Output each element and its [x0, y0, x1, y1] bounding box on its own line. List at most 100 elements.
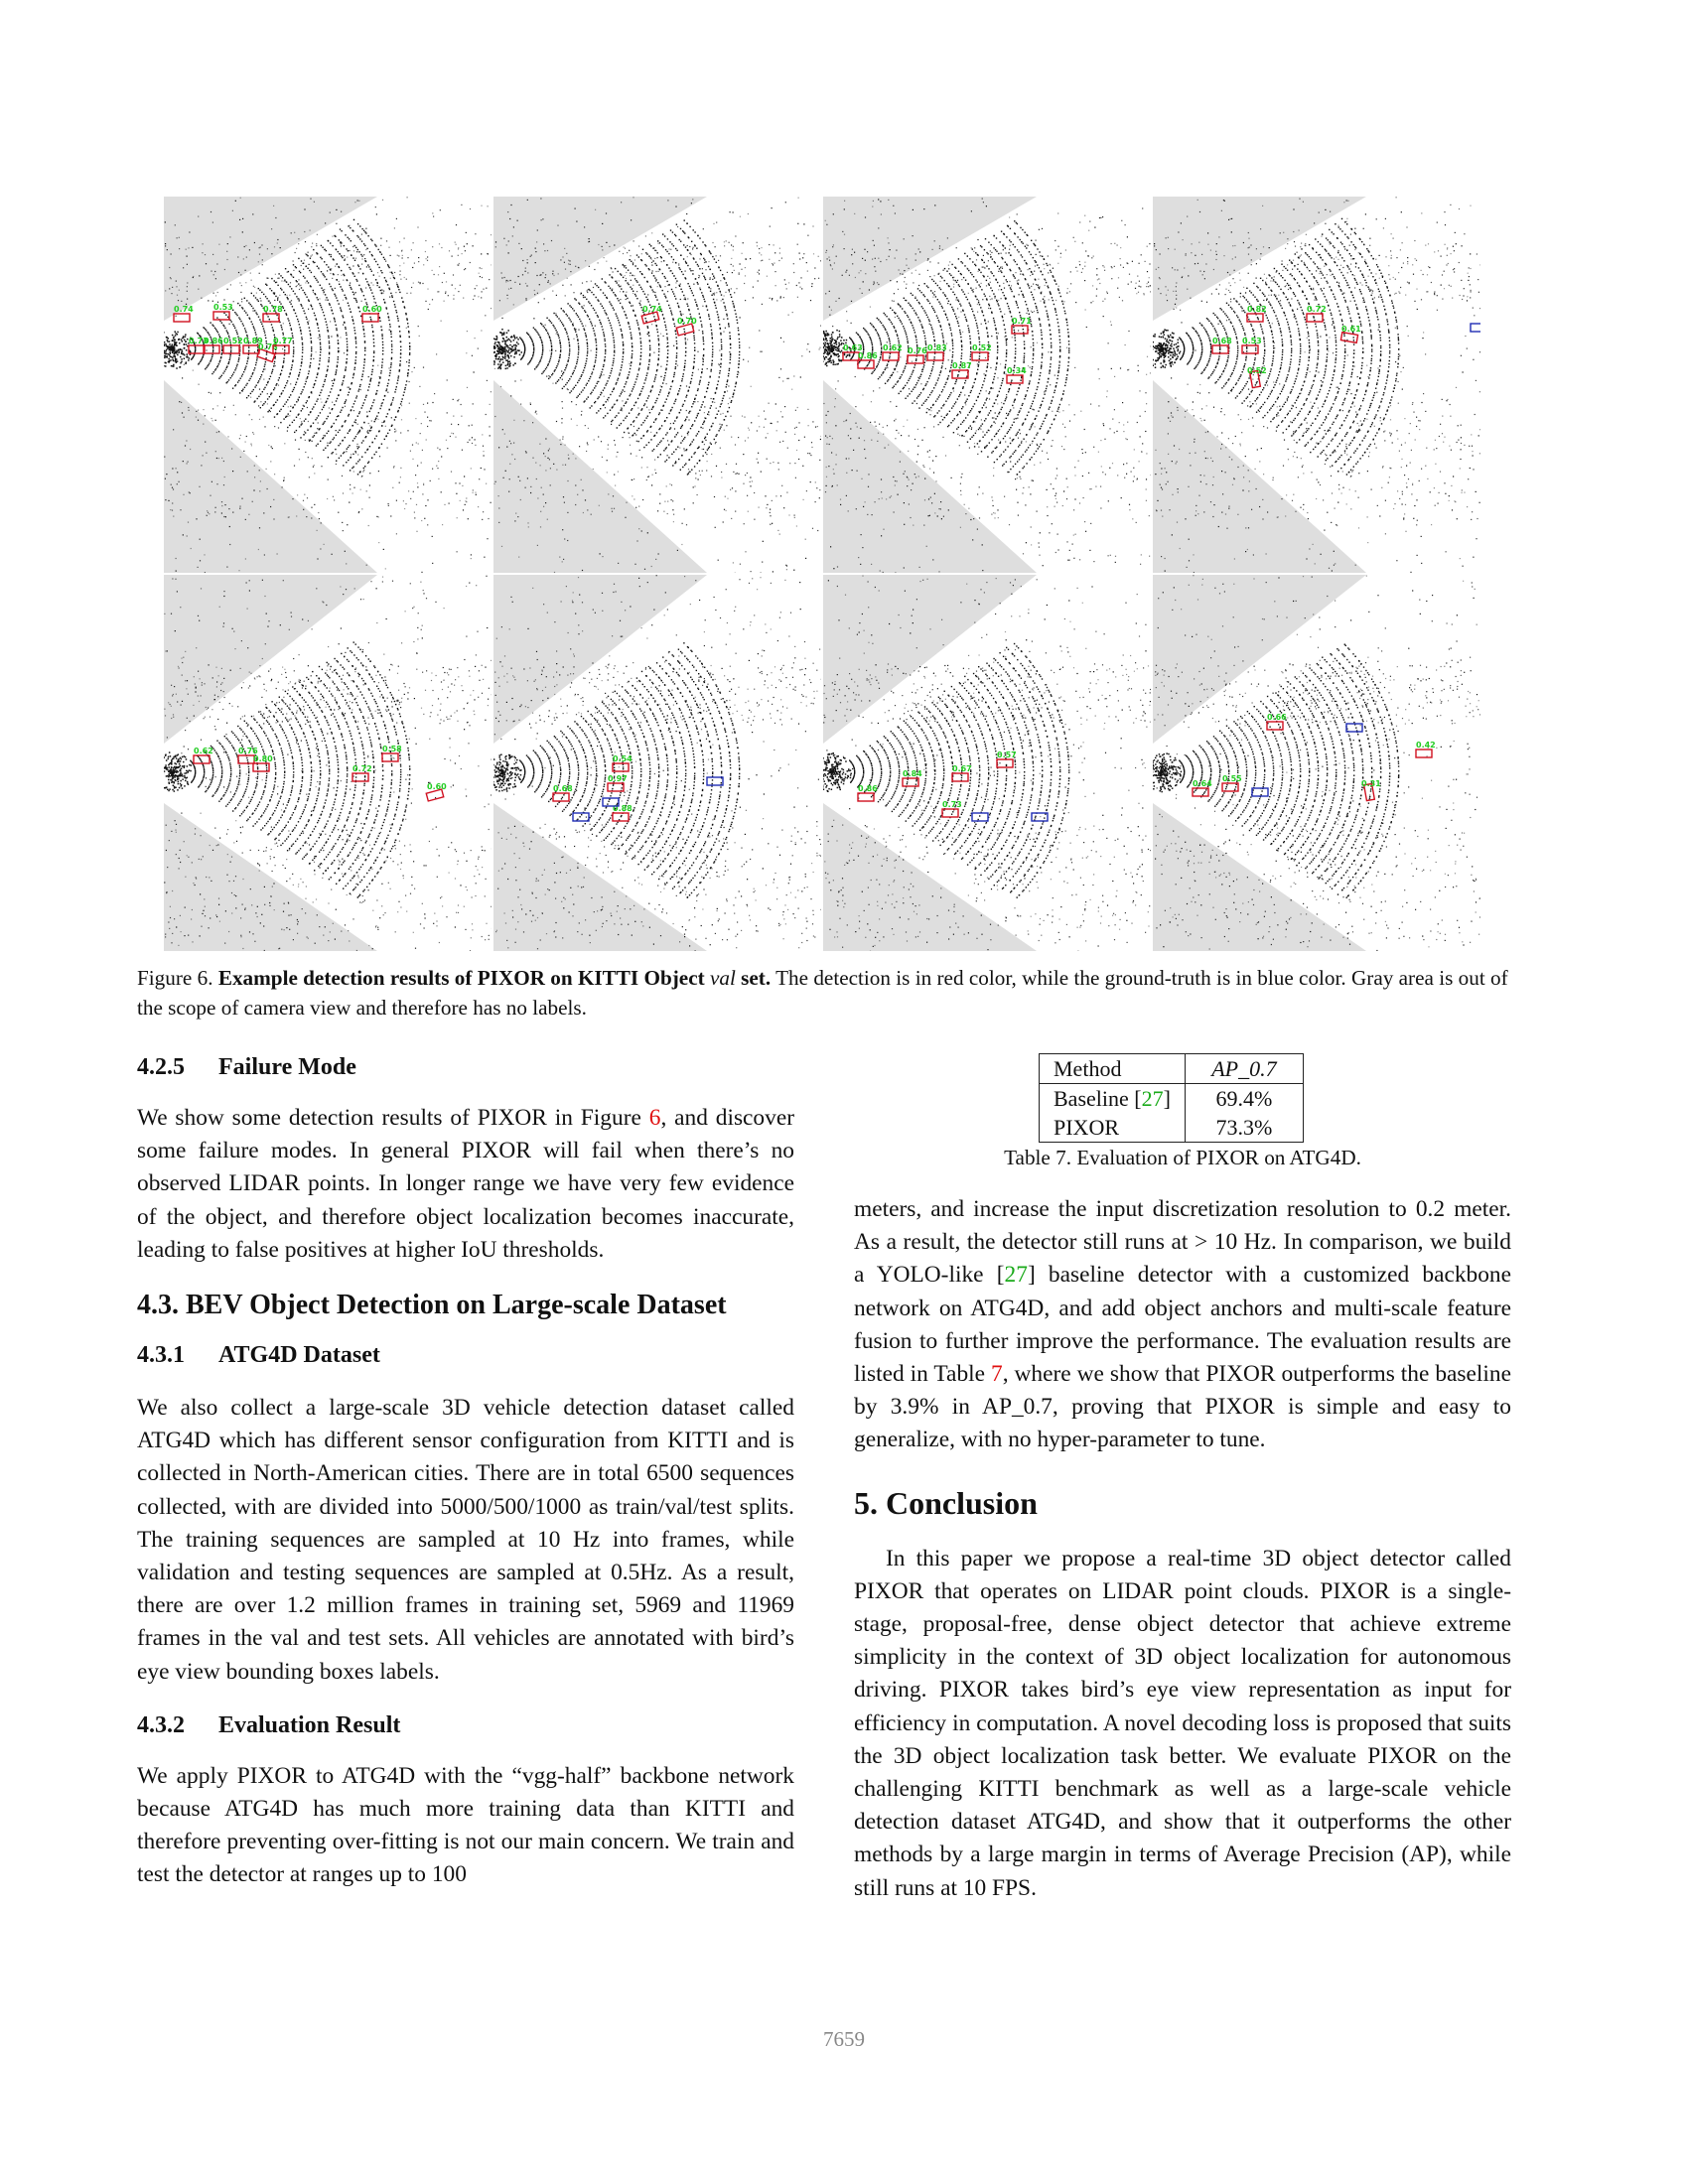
score-label: 0.67 [952, 764, 972, 773]
out-of-view-region [493, 380, 707, 573]
point-cloud [493, 575, 821, 951]
detection-box [188, 344, 206, 354]
paragraph-failure-mode: We show some detection results of PIXOR … [137, 1102, 794, 1267]
detection-panel: 0.66 0.42 0.64 0.31 0.55 [1153, 575, 1480, 951]
score-label: 0.88 [613, 804, 633, 813]
caption-text: The detection is in red color, while the… [137, 966, 1508, 1020]
out-of-view-region [1153, 380, 1366, 573]
score-label: 0.68 [1212, 337, 1232, 345]
detection-box [926, 351, 944, 361]
detection-box [1248, 369, 1262, 389]
figure-caption: Figure 6. Example detection results of P… [137, 963, 1513, 1023]
detection-box [941, 808, 959, 818]
score-label: 0.62 [883, 343, 903, 352]
point-cloud [164, 197, 492, 573]
out-of-view-region [493, 803, 707, 951]
detection-box [857, 359, 875, 369]
ground-truth-box [1251, 787, 1269, 797]
score-label: 0.70 [677, 317, 697, 326]
detection-box [1192, 787, 1209, 797]
heading-4-3-2: 4.3.2 Evaluation Result [137, 1710, 794, 1740]
score-label: 0.68 [553, 784, 573, 793]
left-column: 4.2.5 Failure Mode We show some detection… [137, 1052, 794, 1892]
score-label: 0.74 [174, 305, 194, 314]
detection-box [237, 754, 255, 764]
point-cloud [493, 197, 821, 573]
detection-box [262, 313, 280, 323]
point-cloud [1153, 197, 1480, 573]
detection-box [256, 347, 276, 363]
score-label: 0.86 [858, 351, 878, 360]
caption-bold-2: set. [741, 966, 771, 990]
figure-ref-link[interactable]: 6 [649, 1105, 661, 1131]
detection-box [607, 782, 625, 792]
score-label: 0.53 [213, 303, 233, 312]
detection-panel: 0.57 0.67 0.84 0.73 0.86 [823, 575, 1151, 951]
detection-box [1339, 331, 1359, 344]
out-of-view-region [1153, 803, 1366, 951]
score-label: 0.53 [1242, 337, 1262, 345]
detection-box [996, 758, 1014, 768]
ground-truth-box [1345, 723, 1363, 733]
table-row: PIXOR 73.3% [1039, 1113, 1304, 1143]
point-cloud [823, 575, 1151, 951]
score-label: 0.34 [1007, 366, 1027, 375]
detection-box [222, 344, 240, 354]
score-label: 0.52 [1247, 366, 1267, 375]
score-label: 0.84 [903, 769, 922, 778]
detection-box [193, 754, 211, 764]
detection-box [425, 788, 445, 802]
citation-link[interactable]: 27 [1005, 1262, 1028, 1288]
detection-panel: 0.82 0.72 0.61 0.68 0.53 0.52 [1153, 197, 1480, 573]
page-number: 7659 [0, 2027, 1688, 2052]
paragraph-evaluation-continued: meters, and increase the input discretiz… [854, 1193, 1511, 1457]
table-cell-method: Baseline [27] [1039, 1083, 1186, 1113]
out-of-view-region [823, 575, 1037, 744]
citation-link[interactable]: 27 [1142, 1086, 1164, 1111]
score-label: 0.60 [362, 305, 382, 314]
out-of-view-region [164, 380, 377, 573]
point-cloud [1153, 575, 1480, 951]
score-label: 0.52 [972, 343, 992, 352]
detection-panel: 0.71 0.63 0.62 0.52 0.83 0.86 0.87 0.34 0.76 [823, 197, 1151, 573]
out-of-view-region [493, 197, 707, 321]
heading-4-3: 4.3. BEV Object Detection on Large-scale… [137, 1289, 794, 1322]
detection-box [1415, 749, 1433, 758]
score-label: 0.77 [273, 337, 293, 345]
table-header-method: Method [1039, 1053, 1186, 1084]
score-label: 0.66 [1267, 713, 1287, 722]
right-column: meters, and increase the input discretiz… [854, 1052, 1511, 1905]
score-label: 0.78 [263, 305, 283, 314]
ground-truth-box [1031, 812, 1049, 822]
detection-box [1306, 313, 1324, 323]
detection-panel: 0.54 0.97 0.68 0.88 [493, 575, 821, 951]
ground-truth-box [572, 812, 590, 822]
table-ref-link[interactable]: 7 [991, 1361, 1003, 1387]
out-of-view-region [1153, 575, 1366, 744]
detection-box [951, 772, 969, 782]
detection-box [971, 351, 989, 361]
point-cloud [164, 575, 492, 951]
score-label: 0.63 [843, 343, 863, 352]
detection-box [173, 313, 191, 323]
detection-box [612, 812, 630, 822]
detection-box [612, 762, 630, 772]
score-label: 0.97 [608, 774, 628, 783]
table-row: Baseline [27] 69.4% [1039, 1083, 1304, 1113]
detection-box [272, 344, 290, 354]
figure-6: 0.74 0.53 0.78 0.60 0.73 0.86 0.52 0.89 0.78 0.77… [164, 197, 1482, 953]
score-label: 0.72 [352, 764, 372, 773]
score-label: 0.86 [858, 784, 878, 793]
table-caption: Table 7. Evaluation of PIXOR on ATG4D. [854, 1144, 1511, 1171]
table-header-ap: AP_0.7 [1184, 1053, 1304, 1084]
score-label: 0.86 [204, 337, 223, 345]
detection-box [857, 792, 875, 802]
paragraph-evaluation-result: We apply PIXOR to ATG4D with the “vgg-ha… [137, 1760, 794, 1892]
score-label: 0.54 [613, 754, 633, 763]
detection-box [1006, 374, 1024, 384]
out-of-view-region [164, 197, 377, 321]
out-of-view-region [823, 803, 1037, 951]
score-label: 0.72 [1307, 305, 1327, 314]
detection-box [1241, 344, 1259, 354]
detection-panel: 0.74 0.53 0.78 0.60 0.73 0.86 0.52 0.89 0.78 0.77 [164, 197, 492, 573]
